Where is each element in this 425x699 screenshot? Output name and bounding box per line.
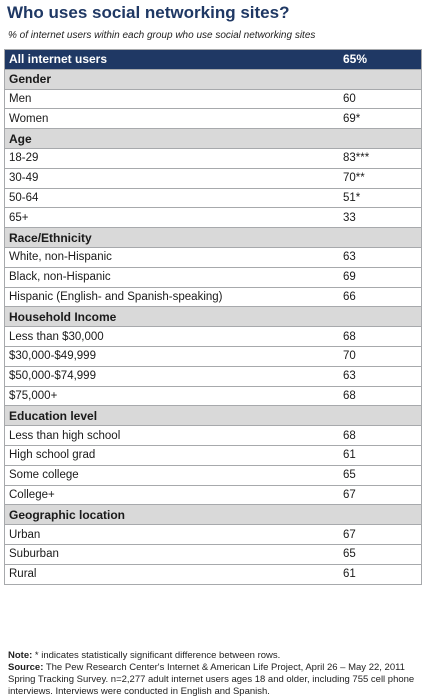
row-value: 67 bbox=[343, 528, 356, 541]
table-row: Black, non-Hispanic 69 bbox=[5, 268, 421, 288]
table-row: Suburban 65 bbox=[5, 545, 421, 565]
table-row: $30,000-$49,999 70 bbox=[5, 347, 421, 367]
total-value: 65% bbox=[343, 52, 368, 67]
row-value: 68 bbox=[343, 330, 356, 343]
row-label: $50,000-$74,999 bbox=[9, 370, 96, 383]
table-row: 18-29 83*** bbox=[5, 149, 421, 169]
row-label: $75,000+ bbox=[9, 389, 58, 402]
table-row: Men 60 bbox=[5, 90, 421, 110]
source-text: The Pew Research Center's Internet & Ame… bbox=[8, 662, 415, 697]
table-row: Hispanic (English- and Spanish-speaking)… bbox=[5, 288, 421, 308]
row-label: Rural bbox=[9, 568, 37, 581]
group-label: Household Income bbox=[9, 309, 117, 324]
row-value: 51* bbox=[343, 191, 361, 204]
row-label: Less than high school bbox=[9, 429, 121, 442]
table-row: Rural 61 bbox=[5, 565, 421, 585]
table-row: Less than high school 68 bbox=[5, 426, 421, 446]
note-text: * indicates statistically significant di… bbox=[32, 650, 281, 661]
page-subtitle: % of internet users within each group wh… bbox=[8, 30, 316, 41]
group-label: Age bbox=[9, 131, 32, 146]
row-label: College+ bbox=[9, 488, 55, 501]
group-header: Geographic location bbox=[5, 505, 421, 526]
table-row: High school grad 61 bbox=[5, 446, 421, 466]
table-row: 50-64 51* bbox=[5, 189, 421, 209]
row-label: Women bbox=[9, 112, 49, 125]
page-title: Who uses social networking sites? bbox=[7, 3, 290, 22]
group-label: Gender bbox=[9, 72, 52, 87]
row-value: 69* bbox=[343, 112, 361, 125]
table-row: College+ 67 bbox=[5, 486, 421, 506]
row-label: $30,000-$49,999 bbox=[9, 350, 96, 363]
row-label: High school grad bbox=[9, 449, 96, 462]
source-label: Source: bbox=[8, 662, 44, 673]
table-row: Women 69* bbox=[5, 109, 421, 130]
row-value: 63 bbox=[343, 251, 356, 264]
row-label: Hispanic (English- and Spanish-speaking) bbox=[9, 290, 223, 303]
row-value: 61 bbox=[343, 568, 356, 581]
group-header: Gender bbox=[5, 69, 421, 90]
row-label: Men bbox=[9, 92, 32, 105]
row-value: 33 bbox=[343, 211, 356, 224]
table-row: 65+ 33 bbox=[5, 208, 421, 229]
row-label: 50-64 bbox=[9, 191, 39, 204]
row-value: 70** bbox=[343, 172, 365, 185]
table-row: Some college 65 bbox=[5, 466, 421, 486]
row-label: White, non-Hispanic bbox=[9, 251, 112, 264]
table-row: $75,000+ 68 bbox=[5, 387, 421, 407]
row-value: 65 bbox=[343, 548, 356, 561]
group-label: Education level bbox=[9, 408, 98, 423]
table-row: 30-49 70** bbox=[5, 169, 421, 189]
row-value: 70 bbox=[343, 350, 356, 363]
group-label: Geographic location bbox=[9, 507, 126, 522]
row-label: 65+ bbox=[9, 211, 29, 224]
row-value: 65 bbox=[343, 469, 356, 482]
note-label: Note: bbox=[8, 650, 33, 661]
group-header: Household Income bbox=[5, 307, 421, 328]
row-label: Less than $30,000 bbox=[9, 330, 104, 343]
total-label: All internet users bbox=[9, 52, 108, 67]
row-label: Black, non-Hispanic bbox=[9, 271, 111, 284]
row-label: 18-29 bbox=[9, 152, 39, 165]
group-header: Age bbox=[5, 129, 421, 149]
group-header: Race/Ethnicity bbox=[5, 228, 421, 248]
table-row: Urban 67 bbox=[5, 525, 421, 545]
row-value: 60 bbox=[343, 92, 356, 105]
data-table: All internet users 65% Gender Men 60 Women 6… bbox=[4, 49, 422, 585]
total-row: All internet users 65% bbox=[5, 50, 421, 70]
table-row: $50,000-$74,999 63 bbox=[5, 367, 421, 387]
footnotes: Note: * indicates statistically signific… bbox=[8, 650, 418, 698]
row-label: Urban bbox=[9, 528, 41, 541]
row-value: 69 bbox=[343, 271, 356, 284]
row-label: Some college bbox=[9, 469, 79, 482]
row-label: Suburban bbox=[9, 548, 59, 561]
group-label: Race/Ethnicity bbox=[9, 230, 92, 245]
row-label: 30-49 bbox=[9, 172, 39, 185]
row-value: 68 bbox=[343, 389, 356, 402]
row-value: 61 bbox=[343, 449, 356, 462]
row-value: 67 bbox=[343, 488, 356, 501]
table-row: White, non-Hispanic 63 bbox=[5, 248, 421, 268]
row-value: 68 bbox=[343, 429, 356, 442]
group-header: Education level bbox=[5, 406, 421, 427]
row-value: 83*** bbox=[343, 152, 370, 165]
table-row: Less than $30,000 68 bbox=[5, 327, 421, 347]
row-value: 63 bbox=[343, 370, 356, 383]
row-value: 66 bbox=[343, 290, 356, 303]
